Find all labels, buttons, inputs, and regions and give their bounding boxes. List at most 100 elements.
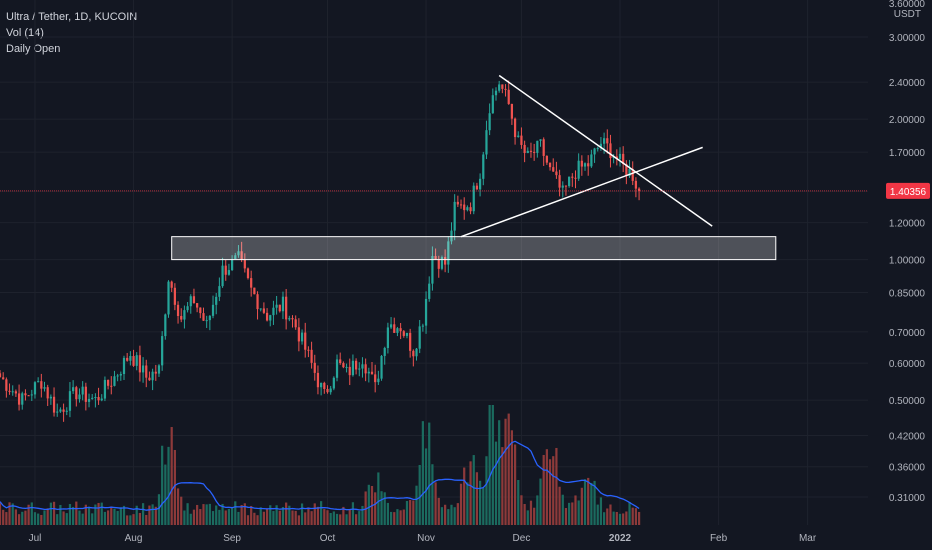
candle-body [218,286,221,297]
volume-bar [186,503,189,525]
candle-body [186,306,189,311]
candle-body [21,393,24,405]
candle-body [157,365,161,374]
volume-bar [354,514,358,525]
candle-body [631,168,634,181]
candle-body [199,307,202,314]
volume-bar [65,513,68,525]
last-price-label: 1.40356 [890,187,927,198]
x-tick-label: Mar [799,533,817,544]
volume-bar [602,512,606,525]
candle-body [409,332,412,351]
candle-body [81,386,84,395]
candle-body [119,374,122,376]
time-axis: Jul Aug Sep Oct Nov Dec 2022 Feb Mar [29,533,817,544]
volume-bar [421,421,424,525]
candle-body [383,347,386,356]
volume-bar [510,430,514,525]
candle-body [310,349,313,363]
y-tick-label: 2.40000 [889,78,926,89]
candle-body [113,376,116,386]
candle-body [440,257,444,269]
volume-bar [33,512,37,525]
candle-body [326,388,329,393]
candle-body [24,393,27,396]
candle-body [606,138,609,144]
candle-body [622,153,625,165]
volume-bar [224,510,227,525]
candle-body [205,320,208,322]
candle-body [510,103,514,119]
candle-body [561,185,564,188]
volume-bar [141,503,145,525]
candle-body [412,350,415,357]
volume-bar [507,413,510,525]
candle-body [189,296,192,307]
volume-bar [405,500,409,525]
volume-bar [428,422,431,525]
volume-bar [211,511,215,525]
x-tick-label: Nov [417,533,435,544]
volume-bar [583,479,587,525]
candle-body [243,259,246,269]
y-tick-label: 0.42000 [889,431,926,442]
candle-body [94,396,97,398]
candle-body [583,163,587,167]
volume-bar [469,461,472,525]
candle-body [539,139,542,141]
candle-body [11,391,14,393]
legend-volume[interactable]: Vol (14) [6,27,44,39]
volume-bar [424,448,428,525]
volume-bar [593,480,596,525]
volume-bar [485,456,488,525]
candle-body [374,374,377,383]
volume-bar [192,509,196,525]
volume-bar [176,488,180,525]
volume-bar [447,509,450,525]
candle-body [517,135,520,138]
candle-body [161,336,164,366]
candle-body [2,377,5,380]
candle-body [520,135,523,145]
candle-body [52,396,56,413]
volume-bar [612,511,615,525]
y-tick-label: 0.36000 [889,463,926,474]
volume-bar [196,504,199,525]
volume-bar [358,511,361,525]
candle-body [548,162,552,168]
volume-bar [320,501,323,525]
x-tick-label: Dec [513,533,531,544]
legend-symbol[interactable]: Ultra / Tether, 1D, KUCOIN [6,11,138,23]
candle-body [332,377,335,389]
volume-bar [49,502,52,525]
legend-daily-open[interactable]: Daily Open [6,43,61,55]
candle-body [491,95,494,114]
candle-body [97,396,100,401]
candle-body [475,185,479,190]
volume-bar [129,515,132,525]
candle-body [294,319,297,328]
candle-body [240,251,243,260]
support-zone [171,236,777,261]
volume-bar [43,510,46,525]
volume-bar [402,509,405,525]
volume-bar [339,514,342,525]
volume-bar [157,494,161,525]
volume-bar [418,464,421,525]
candle-body [8,390,11,392]
volume-bar [291,510,294,525]
candle-body [300,332,304,342]
candle-body [75,387,78,400]
candle-body [265,312,269,321]
candle-body [364,364,367,374]
volume-bar [5,512,8,525]
volume-bar [246,515,250,525]
volume-bar [399,510,402,525]
candlesticks [0,80,641,422]
candle-body [463,204,466,211]
volume-bar [618,513,622,525]
candle-body [27,395,30,397]
volume-bar [440,507,444,525]
candle-body [43,387,46,389]
